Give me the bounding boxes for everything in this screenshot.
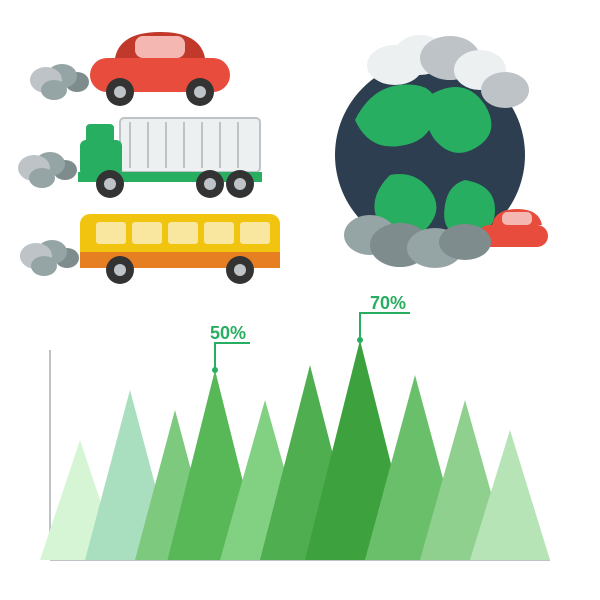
truck-icon <box>18 118 262 198</box>
globe-icon <box>335 35 548 268</box>
car-icon <box>30 32 230 106</box>
infographic-canvas: { "vehicles": { "car": { "body": "#e74c3… <box>0 0 600 600</box>
chart-callout-label: 50% <box>210 323 246 344</box>
bus-icon <box>20 214 280 284</box>
scene-svg <box>0 0 600 600</box>
chart-callout-label: 70% <box>370 293 406 314</box>
chart-peaks <box>40 340 550 560</box>
